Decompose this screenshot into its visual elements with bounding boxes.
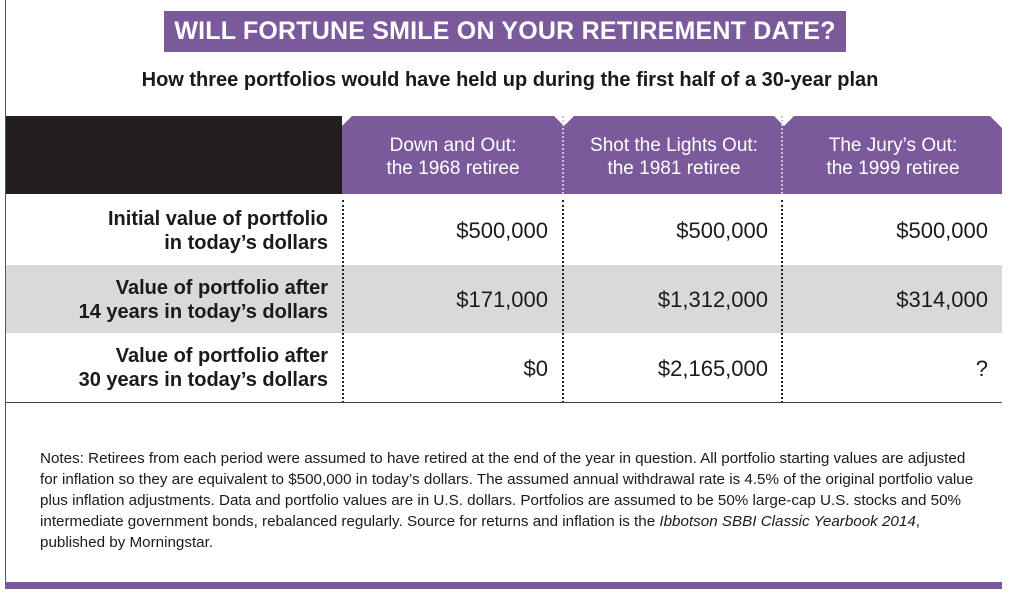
table-bottom-rule (6, 402, 1002, 403)
column-header-1999: The Jury’s Out: the 1999 retiree (784, 116, 1002, 194)
notes-source-title: Ibbotson SBBI Classic Yearbook 2014 (659, 513, 916, 530)
cell-initial-1981: $500,000 (676, 218, 768, 243)
body-divider-label (342, 200, 344, 403)
column-header-bg-1981 (564, 116, 784, 194)
cell-14yr-1968: $171,000 (456, 287, 548, 312)
column-header-bg-1968 (342, 116, 564, 194)
row-label-14-years-line2: 14 years in today’s dollars (78, 301, 328, 323)
column-header-1981-line2: the 1981 retiree (607, 158, 741, 179)
row-label-30-years: Value of portfolio after 30 years in tod… (6, 344, 328, 392)
column-header-1999-line2: the 1999 retiree (826, 158, 960, 179)
body-divider-2 (781, 200, 783, 403)
column-header-1999-line1: The Jury’s Out: (828, 135, 958, 156)
column-header-bg-1999 (784, 116, 1002, 194)
cell-14yr-1999: $314,000 (896, 287, 988, 312)
row-label-14-years: Value of portfolio after 14 years in tod… (6, 276, 328, 324)
comparison-table: Down and Out: the 1968 retiree Shot the … (6, 116, 1002, 403)
column-header-1968-line1: Down and Out: (389, 135, 517, 156)
row-label-initial-line2: in today’s dollars (164, 232, 328, 254)
cell-30yr-1999: ? (975, 356, 988, 381)
chart-title: WILL FORTUNE SMILE ON YOUR RETIREMENT DA… (164, 11, 846, 52)
frame-left-border (5, 0, 6, 586)
row-label-14-years-line1: Value of portfolio after (115, 277, 328, 299)
header-divider-1 (562, 116, 564, 194)
header-divider-2 (781, 116, 783, 194)
cell-30yr-1981: $2,165,000 (657, 356, 768, 381)
body-divider-1 (562, 200, 564, 403)
notes-paragraph: Notes: Retirees from each period were as… (40, 448, 980, 553)
cell-14yr-1981: $1,312,000 (657, 287, 768, 312)
row-label-initial: Initial value of portfolio in today’s do… (6, 207, 328, 255)
notes-text-end: , published by Morningstar. (40, 513, 921, 551)
row-label-initial-line1: Initial value of portfolio (108, 208, 328, 230)
row-label-30-years-line1: Value of portfolio after (115, 345, 328, 367)
header-dark-block (6, 116, 342, 194)
cell-initial-1999: $500,000 (896, 218, 988, 243)
chart-subtitle: How three portfolios would have held up … (141, 69, 879, 91)
column-header-1968: Down and Out: the 1968 retiree (342, 116, 564, 194)
cell-30yr-1968: $0 (523, 356, 548, 381)
column-header-1981: Shot the Lights Out: the 1981 retiree (564, 116, 784, 194)
column-header-1968-line2: the 1968 retiree (386, 158, 520, 179)
notes-text: Notes: Retirees from each period were as… (40, 450, 974, 530)
column-header-1981-line1: Shot the Lights Out: (590, 135, 758, 156)
row-label-30-years-line2: 30 years in today’s dollars (78, 369, 328, 391)
column-header-backgrounds (342, 116, 1002, 194)
cell-initial-1968: $500,000 (456, 218, 548, 243)
bottom-accent-bar (5, 582, 1002, 589)
row-shade (6, 265, 1002, 333)
